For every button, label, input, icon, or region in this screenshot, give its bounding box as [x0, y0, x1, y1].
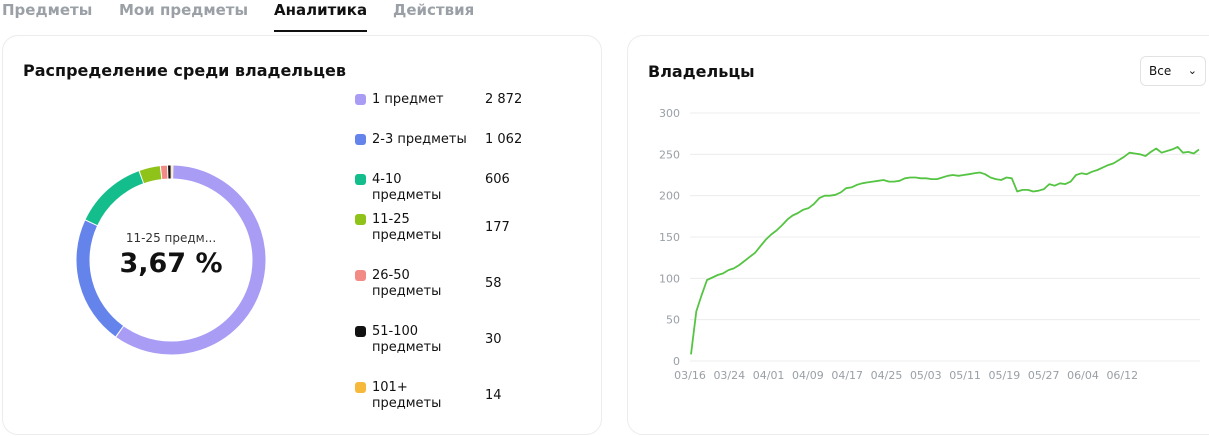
x-tick-label: 05/27	[1028, 369, 1060, 382]
legend-label-line: 26-50	[372, 268, 472, 284]
legend-color-swatch	[355, 326, 366, 337]
tab-my-items[interactable]: Мои предметы	[119, 0, 248, 32]
legend-color-swatch	[355, 214, 366, 225]
y-tick-label: 300	[659, 107, 680, 120]
legend-label-line: 4-10 предметы	[372, 172, 472, 204]
legend-label: 1 предмет	[372, 92, 472, 108]
owners-title: Владельцы	[648, 62, 755, 81]
legend-color-swatch	[355, 134, 366, 145]
owners-filter-select[interactable]: Все ⌄	[1140, 56, 1206, 86]
legend-value: 30	[485, 332, 502, 348]
legend-label-line: 101+	[372, 380, 472, 396]
legend-item: 101+предметы 14	[355, 380, 555, 420]
legend-label-line: 51-100	[372, 324, 472, 340]
x-tick-label: 04/09	[792, 369, 824, 382]
x-tick-label: 03/16	[674, 369, 706, 382]
legend-item: 1 предмет 2 872	[355, 92, 555, 132]
y-tick-label: 100	[659, 272, 680, 285]
x-tick-label: 05/11	[949, 369, 981, 382]
distribution-title: Распределение среди владельцев	[23, 61, 346, 80]
legend-value: 177	[485, 220, 510, 236]
legend-color-swatch	[355, 270, 366, 281]
x-tick-label: 06/04	[1067, 369, 1099, 382]
legend-label: 2-3 предметы	[372, 132, 472, 148]
donut-slice[interactable]	[142, 173, 161, 177]
x-tick-label: 04/25	[871, 369, 903, 382]
legend-value: 2 872	[485, 92, 522, 108]
legend-value: 1 062	[485, 132, 522, 148]
tab-actions[interactable]: Действия	[393, 0, 474, 32]
legend-label: 4-10 предметы	[372, 172, 472, 204]
legend-label: 101+предметы	[372, 380, 472, 412]
x-tick-label: 04/17	[831, 369, 863, 382]
owners-filter-value: Все	[1149, 64, 1171, 78]
x-tick-label: 06/12	[1106, 369, 1138, 382]
donut-center-label: 11-25 предм...	[101, 231, 241, 245]
tab-analytics[interactable]: Аналитика	[274, 0, 367, 32]
tab-bar: Предметы Мои предметы Аналитика Действия	[0, 0, 1209, 32]
y-tick-label: 0	[673, 355, 680, 368]
legend-color-swatch	[355, 174, 366, 185]
owners-line-chart: 0 50 100 150 200 250 300 03/16 03/24 04/01 04/09 04…	[628, 91, 1209, 436]
x-tick-label: 05/03	[910, 369, 942, 382]
x-tick-label: 04/01	[753, 369, 785, 382]
y-tick-label: 250	[659, 148, 680, 161]
legend-item: 2-3 предметы 1 062	[355, 132, 555, 172]
legend-color-swatch	[355, 94, 366, 105]
owners-series-line	[691, 147, 1199, 355]
y-tick-label: 150	[659, 231, 680, 244]
donut-center-value: 3,67 %	[101, 248, 241, 279]
legend-color-swatch	[355, 382, 366, 393]
legend-label-line: 1 предмет	[372, 92, 472, 108]
tab-items[interactable]: Предметы	[2, 0, 92, 32]
y-tick-label: 50	[666, 314, 680, 327]
donut-slice[interactable]	[91, 177, 140, 222]
legend-value: 58	[485, 276, 502, 292]
legend-item: 4-10 предметы 606	[355, 172, 555, 212]
distribution-card: Распределение среди владельцев 11-25 пре…	[2, 35, 602, 435]
x-tick-label: 03/24	[713, 369, 745, 382]
legend-value: 606	[485, 172, 510, 188]
x-tick-label: 05/19	[989, 369, 1021, 382]
chevron-down-icon: ⌄	[1188, 57, 1197, 85]
legend-value: 14	[485, 388, 502, 404]
legend-label-line: предметы	[372, 284, 472, 300]
y-tick-label: 200	[659, 190, 680, 203]
legend-label-line: 2-3 предметы	[372, 132, 472, 148]
legend-label-line: предметы	[372, 340, 472, 356]
legend-label-line: 11-25	[372, 212, 472, 228]
legend-label-line: предметы	[372, 396, 472, 412]
legend-label-line: предметы	[372, 228, 472, 244]
